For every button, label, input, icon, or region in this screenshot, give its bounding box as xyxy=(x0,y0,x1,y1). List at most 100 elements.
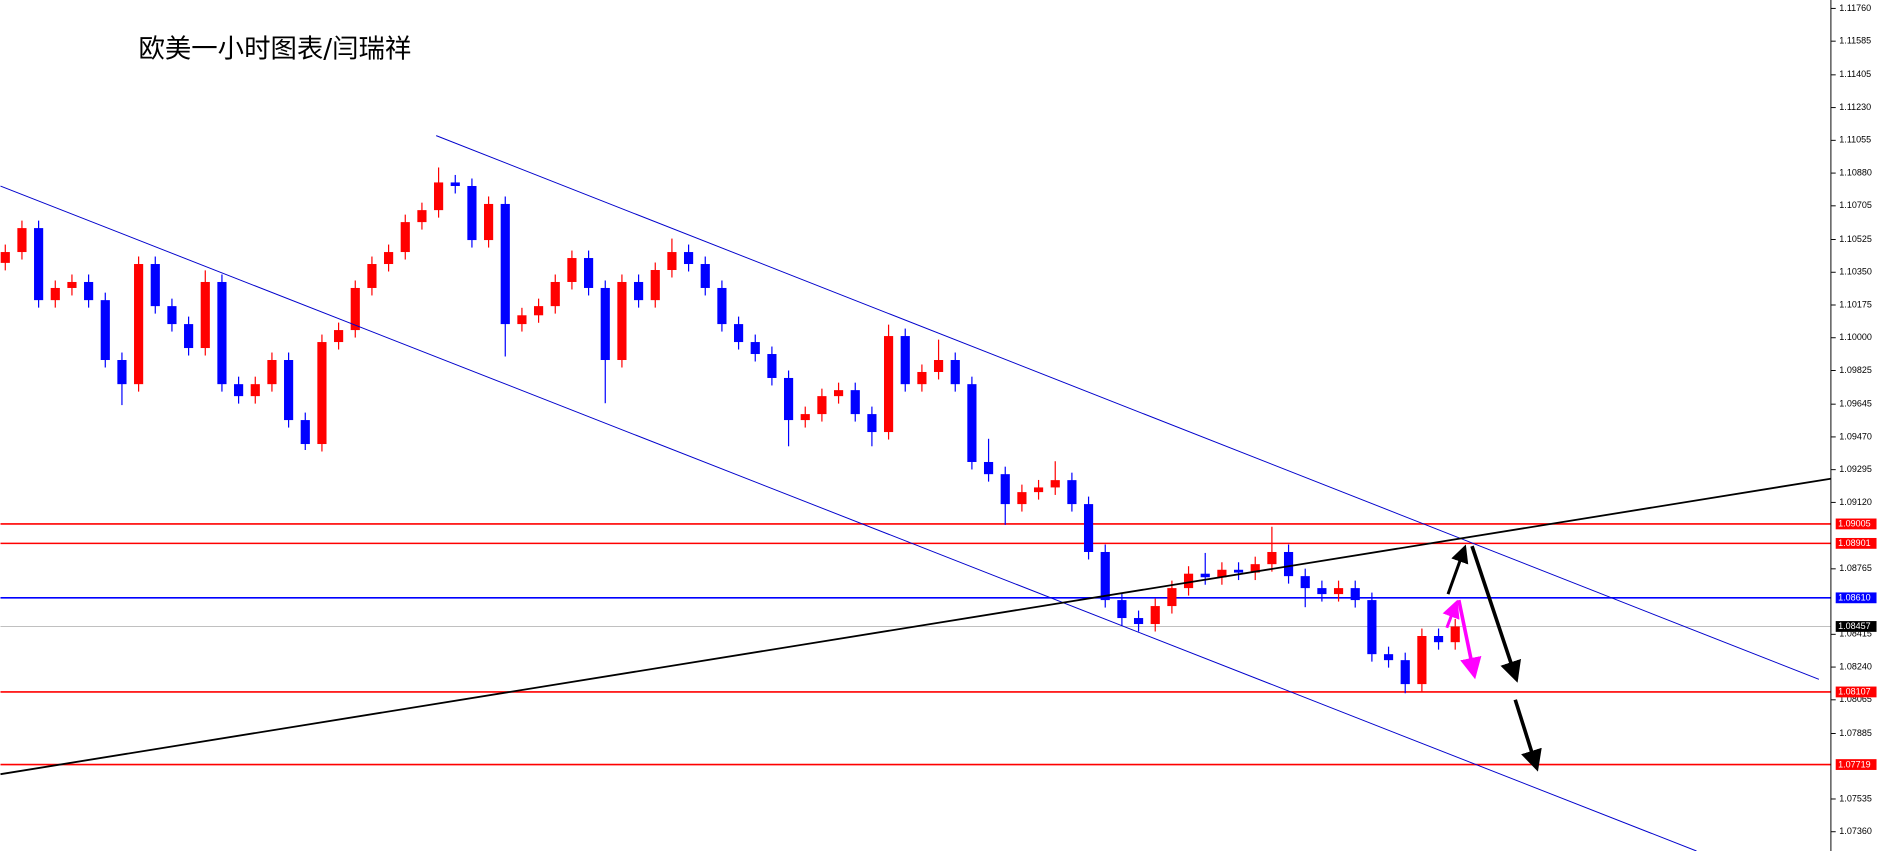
candle-body xyxy=(334,330,344,343)
price-level-label: 1.08610 xyxy=(1838,593,1871,603)
candle-body xyxy=(567,258,577,282)
price-axis xyxy=(1830,0,1883,851)
candle-body xyxy=(234,384,244,397)
candle-body xyxy=(883,336,894,433)
candle-body xyxy=(84,281,94,301)
candle-body xyxy=(667,252,677,271)
candle-body xyxy=(1400,660,1410,685)
candle-body xyxy=(434,182,444,211)
candle-body xyxy=(584,258,594,288)
candle-body xyxy=(1033,487,1044,493)
candle-body xyxy=(517,315,527,325)
candle-body xyxy=(1250,564,1260,573)
candle-body xyxy=(1133,618,1144,625)
trend-line xyxy=(0,476,1838,776)
y-tick-label: 1.08765 xyxy=(1839,563,1872,573)
candle-body xyxy=(550,281,560,307)
price-level-badge xyxy=(1835,537,1877,549)
axis-ticks: 1.11760 1.11585 1.11405 1.11230 1.11055 1.108… xyxy=(1830,3,1877,836)
candle-body xyxy=(384,252,394,265)
y-tick-label: 1.08240 xyxy=(1839,661,1872,671)
candle-body xyxy=(400,222,410,253)
candle-body xyxy=(917,371,927,385)
candle-body xyxy=(184,324,194,349)
candle-body xyxy=(1333,588,1344,595)
candles xyxy=(0,167,1460,694)
y-tick-label: 1.11585 xyxy=(1839,36,1871,46)
y-tick-label: 1.09120 xyxy=(1839,497,1872,507)
candle-body xyxy=(17,228,27,253)
price-level-badge xyxy=(1835,686,1877,698)
price-level-badge xyxy=(1835,592,1877,604)
candle-body xyxy=(1267,551,1277,565)
candle-body xyxy=(34,228,44,301)
y-tick-label: 1.09470 xyxy=(1839,431,1872,441)
candle-body xyxy=(1300,576,1310,589)
candle-body xyxy=(1183,573,1194,589)
candle-body xyxy=(684,252,694,265)
candle-body xyxy=(1450,626,1460,643)
candle-body xyxy=(50,287,60,301)
price-level-label: 1.08901 xyxy=(1838,538,1871,548)
price-level-label: 1.08457 xyxy=(1838,621,1871,631)
price-level-badge xyxy=(1835,518,1877,530)
price-level-badge xyxy=(1835,759,1877,770)
candle-body xyxy=(367,264,377,288)
candle-body xyxy=(1217,569,1227,578)
arrow-up xyxy=(1446,544,1469,595)
candle-body xyxy=(350,287,360,331)
candle-body xyxy=(1233,569,1244,573)
candle-body xyxy=(600,287,610,361)
candle-body xyxy=(534,306,544,316)
arrow-down-magenta xyxy=(1457,599,1482,680)
candle-body xyxy=(817,396,827,415)
candle-body xyxy=(200,281,210,349)
candle-body xyxy=(284,360,294,421)
candle-body xyxy=(833,390,844,397)
price-level-label: 1.08107 xyxy=(1838,687,1871,697)
candle-body xyxy=(1283,551,1294,577)
candle-body xyxy=(1050,480,1060,488)
candle-body xyxy=(1200,573,1210,578)
y-tick-label: 1.11405 xyxy=(1839,69,1871,79)
candle-body xyxy=(767,354,777,378)
candle-body xyxy=(1433,636,1444,643)
price-level-badge xyxy=(1835,621,1877,632)
candle-body xyxy=(450,182,460,186)
chart-title: 欧美一小时图表/闫瑞祥 xyxy=(139,34,412,65)
candle-body xyxy=(150,264,160,307)
price-level-label: 1.07719 xyxy=(1838,759,1871,769)
candle-body xyxy=(933,360,944,372)
candle-body xyxy=(317,342,327,445)
y-tick-label: 1.09825 xyxy=(1839,365,1872,375)
candle-body xyxy=(800,414,810,421)
candle-body xyxy=(67,281,77,288)
y-tick-label: 1.08415 xyxy=(1839,629,1872,639)
candle-body xyxy=(1117,600,1127,619)
candle-body xyxy=(900,336,910,385)
candle-body xyxy=(1017,492,1027,505)
y-tick-label: 1.10175 xyxy=(1839,299,1872,309)
arrow-up-magenta xyxy=(1442,599,1460,629)
levels xyxy=(0,523,1831,766)
candle-body xyxy=(1350,588,1360,601)
candle-body xyxy=(267,360,277,385)
candle-body xyxy=(1100,551,1110,601)
candle-body xyxy=(783,377,794,421)
y-tick-label: 1.09295 xyxy=(1839,464,1872,474)
arrow-down xyxy=(1470,545,1521,683)
candle-body xyxy=(1083,504,1094,552)
y-tick-label: 1.07885 xyxy=(1839,728,1872,738)
candle-body xyxy=(300,420,310,445)
channel-lower xyxy=(0,185,1697,851)
candle-body xyxy=(117,360,127,385)
y-tick-label: 1.10525 xyxy=(1839,234,1872,244)
candle-body xyxy=(1317,588,1327,595)
y-tick-label: 1.08065 xyxy=(1839,694,1872,704)
candle-body xyxy=(650,270,660,301)
candle-body xyxy=(700,264,710,288)
candle-body xyxy=(750,342,760,355)
